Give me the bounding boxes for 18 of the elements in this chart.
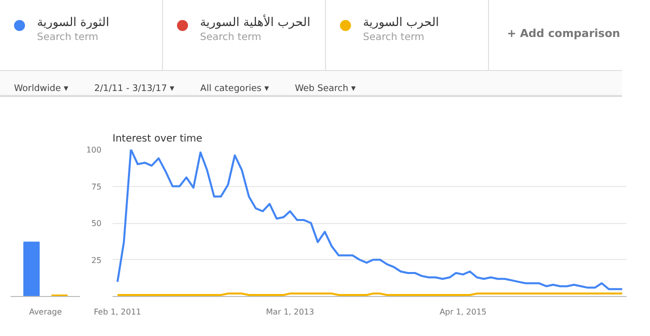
text: Worldwide ▾ <box>14 84 68 94</box>
y-tick-label: 75 <box>91 182 102 192</box>
x-tick-label: Mar 1, 2013 <box>266 308 314 316</box>
y-tick-label: 100 <box>86 146 102 154</box>
text: All categories ▾ <box>200 84 269 94</box>
chart-title: Interest over time <box>112 134 202 144</box>
legend-label: الحرب الأهلية السورية <box>200 14 310 31</box>
x-tick-label: Apr 1, 2015 <box>440 308 487 316</box>
legend-label: الحرب السورية <box>363 14 439 31</box>
text: Web Search ▾ <box>294 84 356 94</box>
y-tick-label: 50 <box>91 219 102 228</box>
line-series <box>116 150 624 290</box>
x-tick-label: Feb 1, 2011 <box>94 308 142 316</box>
legend-label: الثورة السورية <box>37 14 110 31</box>
text: 2/1/11 - 3/13/17 ▾ <box>94 84 174 94</box>
text: + Add comparison <box>506 26 620 42</box>
x-tick-label: Average <box>29 308 62 316</box>
y-tick-label: 25 <box>91 256 102 265</box>
